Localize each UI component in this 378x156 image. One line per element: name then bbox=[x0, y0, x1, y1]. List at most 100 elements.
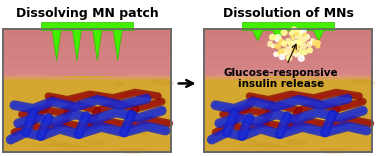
Bar bbox=[204, 29, 372, 152]
Circle shape bbox=[301, 37, 307, 42]
Ellipse shape bbox=[63, 105, 90, 111]
Circle shape bbox=[303, 33, 306, 36]
Circle shape bbox=[280, 49, 286, 55]
Ellipse shape bbox=[51, 144, 87, 148]
Ellipse shape bbox=[312, 127, 350, 135]
Circle shape bbox=[307, 48, 312, 53]
Bar bbox=[3, 29, 171, 152]
Ellipse shape bbox=[284, 139, 307, 145]
Bar bbox=[3, 52, 171, 60]
Bar bbox=[3, 68, 171, 76]
Circle shape bbox=[278, 38, 282, 41]
Circle shape bbox=[304, 34, 307, 37]
Circle shape bbox=[294, 45, 299, 50]
Ellipse shape bbox=[113, 81, 124, 87]
Circle shape bbox=[303, 50, 307, 54]
Circle shape bbox=[286, 39, 291, 43]
Ellipse shape bbox=[297, 97, 317, 104]
Ellipse shape bbox=[264, 105, 291, 111]
Text: Dissolution of MNs: Dissolution of MNs bbox=[223, 7, 354, 20]
Ellipse shape bbox=[83, 139, 105, 145]
Polygon shape bbox=[3, 74, 171, 80]
Ellipse shape bbox=[36, 142, 72, 146]
Bar bbox=[242, 22, 335, 30]
Circle shape bbox=[316, 41, 320, 45]
Circle shape bbox=[288, 41, 293, 46]
Circle shape bbox=[310, 41, 313, 44]
Circle shape bbox=[287, 55, 292, 60]
Circle shape bbox=[305, 38, 307, 40]
Bar bbox=[3, 29, 171, 152]
Bar bbox=[204, 68, 372, 76]
Circle shape bbox=[285, 53, 287, 55]
Circle shape bbox=[296, 40, 302, 45]
Circle shape bbox=[268, 44, 270, 46]
Circle shape bbox=[268, 41, 272, 45]
Polygon shape bbox=[73, 30, 82, 61]
Circle shape bbox=[277, 53, 279, 55]
Bar bbox=[204, 29, 372, 76]
Circle shape bbox=[291, 28, 296, 33]
Text: Dissolving MN patch: Dissolving MN patch bbox=[16, 7, 158, 20]
Ellipse shape bbox=[225, 134, 259, 142]
Circle shape bbox=[289, 47, 293, 50]
Ellipse shape bbox=[237, 142, 273, 146]
Circle shape bbox=[290, 32, 293, 35]
Circle shape bbox=[301, 29, 306, 34]
Circle shape bbox=[279, 39, 284, 45]
Circle shape bbox=[311, 40, 316, 44]
Circle shape bbox=[311, 39, 314, 41]
Circle shape bbox=[305, 35, 310, 39]
Circle shape bbox=[296, 40, 297, 42]
Circle shape bbox=[295, 35, 299, 39]
Ellipse shape bbox=[96, 97, 116, 104]
Text: Glucose-responsive
insulin release: Glucose-responsive insulin release bbox=[223, 44, 338, 89]
Circle shape bbox=[282, 41, 287, 46]
Ellipse shape bbox=[24, 134, 57, 142]
Circle shape bbox=[294, 54, 297, 57]
Circle shape bbox=[279, 54, 285, 59]
Circle shape bbox=[292, 38, 294, 40]
Circle shape bbox=[301, 45, 304, 47]
Bar bbox=[204, 37, 372, 45]
Circle shape bbox=[291, 35, 294, 38]
Circle shape bbox=[275, 35, 281, 40]
Bar bbox=[204, 52, 372, 60]
Circle shape bbox=[298, 41, 301, 44]
Circle shape bbox=[291, 34, 293, 36]
Circle shape bbox=[302, 37, 305, 40]
Circle shape bbox=[301, 43, 306, 49]
Circle shape bbox=[276, 39, 278, 41]
Circle shape bbox=[317, 42, 319, 45]
Circle shape bbox=[275, 44, 280, 48]
Circle shape bbox=[299, 51, 304, 56]
Circle shape bbox=[291, 51, 296, 55]
Ellipse shape bbox=[118, 148, 148, 154]
Ellipse shape bbox=[350, 78, 375, 85]
Circle shape bbox=[303, 47, 305, 48]
Polygon shape bbox=[313, 30, 324, 41]
Polygon shape bbox=[252, 30, 263, 41]
Polygon shape bbox=[293, 30, 304, 41]
Ellipse shape bbox=[314, 81, 325, 87]
Circle shape bbox=[299, 38, 304, 43]
Circle shape bbox=[299, 31, 303, 34]
Circle shape bbox=[270, 34, 275, 40]
Circle shape bbox=[271, 44, 275, 48]
Polygon shape bbox=[204, 74, 372, 80]
Bar bbox=[3, 60, 171, 68]
Circle shape bbox=[316, 44, 320, 48]
Circle shape bbox=[291, 47, 297, 52]
Circle shape bbox=[297, 52, 300, 55]
Circle shape bbox=[313, 40, 318, 46]
Circle shape bbox=[299, 48, 301, 50]
Polygon shape bbox=[273, 30, 284, 41]
Ellipse shape bbox=[321, 111, 359, 119]
Circle shape bbox=[291, 27, 297, 32]
Bar bbox=[204, 45, 372, 52]
Circle shape bbox=[307, 42, 312, 47]
Bar bbox=[204, 60, 372, 68]
Circle shape bbox=[288, 51, 293, 55]
Circle shape bbox=[296, 32, 302, 38]
Circle shape bbox=[297, 29, 301, 32]
